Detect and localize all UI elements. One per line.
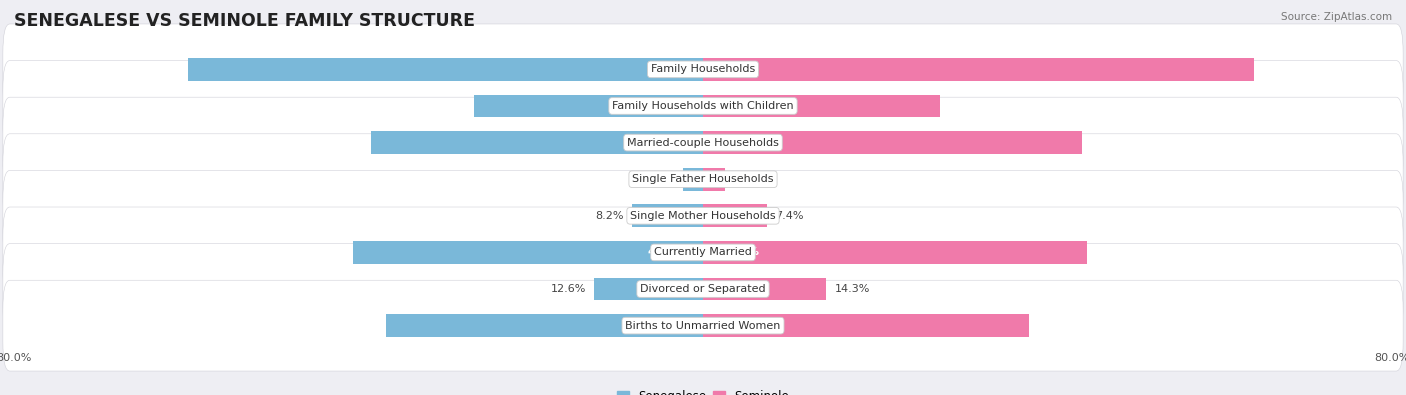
Text: Family Households: Family Households [651, 64, 755, 74]
Bar [633, 205, 703, 227]
Text: 59.8%: 59.8% [647, 64, 686, 74]
Text: 64.0%: 64.0% [720, 64, 759, 74]
Text: 2.6%: 2.6% [734, 174, 762, 184]
Bar [703, 278, 827, 300]
Bar [703, 58, 1254, 81]
Bar [387, 314, 703, 337]
Bar [188, 58, 703, 81]
FancyBboxPatch shape [3, 207, 1403, 298]
Text: Source: ZipAtlas.com: Source: ZipAtlas.com [1281, 12, 1392, 22]
Bar [703, 241, 1087, 264]
Text: Married-couple Households: Married-couple Households [627, 137, 779, 148]
Text: 8.2%: 8.2% [595, 211, 624, 221]
FancyBboxPatch shape [3, 60, 1403, 151]
Text: 37.9%: 37.9% [720, 321, 759, 331]
Text: Currently Married: Currently Married [654, 247, 752, 258]
Bar [703, 314, 1029, 337]
Text: 7.4%: 7.4% [775, 211, 804, 221]
Bar [683, 168, 703, 190]
Text: Family Households with Children: Family Households with Children [612, 101, 794, 111]
Text: Divorced or Separated: Divorced or Separated [640, 284, 766, 294]
Bar [703, 168, 725, 190]
Text: 44.0%: 44.0% [720, 137, 759, 148]
FancyBboxPatch shape [3, 280, 1403, 371]
Bar [371, 131, 703, 154]
Text: 27.5%: 27.5% [720, 101, 759, 111]
Text: Single Father Households: Single Father Households [633, 174, 773, 184]
FancyBboxPatch shape [3, 24, 1403, 115]
Text: 14.3%: 14.3% [835, 284, 870, 294]
Text: Single Mother Households: Single Mother Households [630, 211, 776, 221]
Text: 38.6%: 38.6% [647, 137, 686, 148]
Text: SENEGALESE VS SEMINOLE FAMILY STRUCTURE: SENEGALESE VS SEMINOLE FAMILY STRUCTURE [14, 12, 475, 30]
Text: 2.3%: 2.3% [647, 174, 675, 184]
Bar [703, 95, 939, 117]
Text: 26.6%: 26.6% [647, 101, 686, 111]
FancyBboxPatch shape [3, 170, 1403, 261]
FancyBboxPatch shape [3, 97, 1403, 188]
FancyBboxPatch shape [3, 134, 1403, 225]
Text: 40.6%: 40.6% [647, 247, 686, 258]
Text: 36.8%: 36.8% [647, 321, 686, 331]
Bar [474, 95, 703, 117]
Text: 44.6%: 44.6% [720, 247, 759, 258]
FancyBboxPatch shape [3, 244, 1403, 335]
Text: Births to Unmarried Women: Births to Unmarried Women [626, 321, 780, 331]
Bar [703, 131, 1083, 154]
Bar [595, 278, 703, 300]
Bar [703, 205, 766, 227]
Text: 12.6%: 12.6% [551, 284, 586, 294]
Bar [353, 241, 703, 264]
Legend: Senegalese, Seminole: Senegalese, Seminole [612, 385, 794, 395]
